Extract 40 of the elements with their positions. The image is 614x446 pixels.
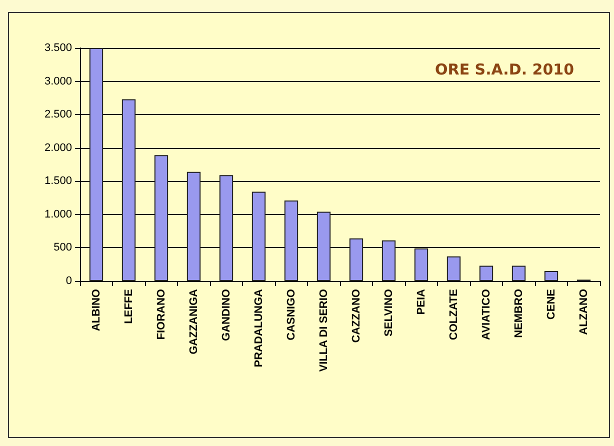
bar	[512, 266, 526, 281]
bar	[414, 248, 428, 281]
x-tick-label: NEMBRO	[512, 288, 525, 338]
bar	[349, 238, 364, 281]
y-tick-label: 1.500	[44, 175, 72, 188]
x-tick-label: FIORANO	[155, 288, 168, 340]
x-tick-label: AVIATICO	[480, 288, 492, 340]
bar	[446, 256, 461, 281]
bar	[154, 155, 168, 281]
x-tick-label: ALZANO	[578, 288, 590, 335]
x-tick-label: COLZATE	[448, 289, 460, 340]
y-tick-label: 0	[66, 275, 72, 287]
x-tick-label: CAZZANO	[350, 288, 362, 343]
bar	[284, 200, 298, 281]
bar	[122, 99, 136, 281]
x-tick-label: PEIA	[415, 288, 428, 315]
y-tick-label: 1.000	[44, 208, 72, 220]
bar	[252, 192, 266, 281]
y-tick-label: 2.500	[44, 108, 72, 121]
bar	[479, 266, 494, 281]
y-tick-label: 2.000	[44, 142, 72, 154]
bar	[186, 172, 201, 281]
x-tick-label: SELVINO	[382, 288, 395, 336]
x-tick-label: GAZZANIGA	[188, 288, 200, 354]
x-tick-label: LEFFE	[122, 289, 135, 324]
x-tick-label: PRADALUNGA	[252, 288, 265, 368]
annotation: ORE S.A.D. 2010	[435, 60, 574, 78]
y-tick-label: 3.500	[44, 42, 72, 54]
x-tick-label: GANDINO	[220, 288, 232, 341]
y-tick-label: 500	[54, 242, 72, 254]
x-tick-label: CASNIGO	[285, 288, 298, 340]
x-tick-label: ALBINO	[90, 288, 102, 332]
bar	[544, 271, 558, 281]
y-tick-label: 3.000	[44, 75, 72, 88]
x-tick-label: CENE	[545, 289, 558, 320]
bar	[219, 175, 234, 281]
bar	[89, 48, 104, 281]
bar	[316, 212, 331, 281]
bar	[382, 240, 396, 281]
x-tick-label: VILLA DI SERIO	[318, 288, 330, 372]
